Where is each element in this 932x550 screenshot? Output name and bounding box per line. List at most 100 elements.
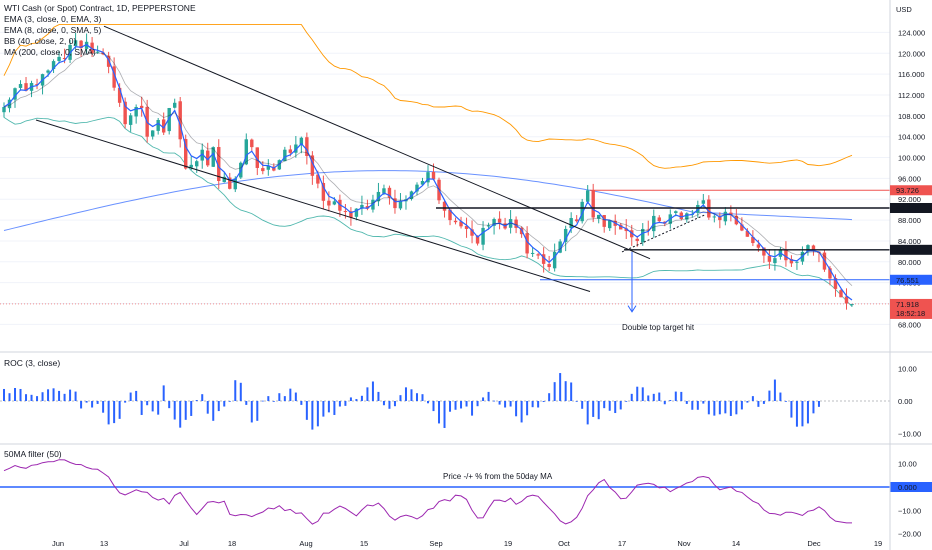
roc-bar — [327, 401, 330, 413]
candle — [79, 40, 83, 49]
candle — [580, 201, 584, 222]
roc-bar — [300, 401, 303, 405]
roc-bar — [239, 382, 242, 401]
candle — [62, 57, 67, 60]
filter-tick: −10.00 — [898, 506, 921, 515]
candle — [288, 149, 293, 153]
filter-tick: −20.00 — [898, 530, 921, 539]
candle — [266, 165, 271, 170]
roc-bar — [751, 396, 754, 401]
candle — [244, 139, 248, 165]
roc-bar — [619, 401, 622, 410]
roc-bar — [234, 380, 237, 401]
roc-bar — [740, 401, 743, 410]
roc-bar — [647, 395, 650, 401]
candle — [552, 251, 557, 269]
price-tag-label: 82.298 — [896, 246, 919, 255]
time-tick: 19 — [874, 539, 882, 548]
roc-bar — [91, 401, 94, 408]
roc-bar — [223, 401, 226, 407]
candle — [123, 101, 127, 125]
roc-tick: 0.00 — [898, 397, 913, 406]
price-tick: 92.000 — [898, 195, 921, 204]
roc-bar — [322, 401, 325, 417]
candle — [839, 290, 843, 298]
candles — [2, 32, 854, 310]
roc-bar — [548, 393, 551, 401]
time-axis: Jun 13 Jul 18 Aug 15 Sep 19 Oct 17 Nov 14 Dec 19 — [52, 539, 882, 548]
roc-bar — [157, 401, 160, 415]
candle — [206, 150, 210, 166]
candle — [382, 188, 386, 194]
roc-bar — [96, 401, 99, 404]
roc-bar — [443, 401, 446, 428]
candle — [112, 66, 116, 88]
time-tick: 18 — [228, 539, 236, 548]
roc-bar — [779, 392, 782, 401]
roc-bar — [377, 391, 380, 401]
roc-bar — [256, 401, 259, 421]
candle — [95, 51, 100, 53]
roc-bar — [696, 401, 699, 410]
roc-bar — [630, 393, 633, 401]
roc-bar — [278, 393, 281, 401]
candle — [172, 102, 177, 108]
time-tick: 14 — [732, 539, 740, 548]
roc-pane[interactable]: 10.00 0.00 −10.00 — [0, 365, 921, 439]
candle — [283, 149, 287, 162]
candle — [178, 101, 182, 140]
candle — [387, 187, 392, 198]
candle — [497, 218, 502, 223]
roc-bar — [641, 387, 644, 401]
roc-bar — [680, 391, 683, 401]
bb-lower — [3, 116, 853, 307]
filter-line — [3, 459, 852, 525]
roc-bar — [63, 393, 66, 401]
roc-bar — [795, 401, 798, 427]
candle — [376, 191, 381, 202]
main-legend: WTI Cash (or Spot) Contract, 1D, PEPPERS… — [4, 3, 196, 58]
price-tick: 68.000 — [898, 320, 921, 329]
candle — [51, 61, 56, 70]
roc-bar — [674, 391, 677, 401]
roc-bar — [498, 401, 501, 405]
bb-upper — [3, 24, 853, 169]
filter-zero-tag — [890, 482, 932, 492]
roc-bar — [735, 401, 738, 415]
main-pane[interactable] — [0, 24, 890, 325]
price-tick: 96.000 — [898, 174, 921, 183]
candle — [310, 155, 315, 176]
roc-bar — [8, 393, 11, 401]
candle — [795, 261, 799, 263]
candle — [453, 220, 458, 223]
ma-filter-annotation: Price -/+ % from the 50day MA — [443, 472, 553, 481]
candle — [712, 216, 717, 218]
candle — [789, 259, 794, 264]
roc-bar — [702, 401, 705, 404]
candle — [525, 233, 529, 254]
roc-bar — [393, 401, 396, 407]
time-tick: Nov — [677, 539, 691, 548]
candle — [751, 236, 755, 244]
candle — [13, 88, 17, 100]
roc-bar — [415, 393, 418, 401]
roc-bar — [570, 382, 573, 401]
candle — [756, 244, 761, 248]
candle — [811, 245, 816, 251]
candle — [481, 227, 485, 245]
candle — [459, 221, 463, 227]
roc-bar — [355, 399, 358, 401]
candle — [745, 230, 750, 237]
candle — [393, 198, 397, 209]
roc-tick: 10.00 — [898, 365, 917, 374]
ema-lines — [3, 43, 853, 301]
roc-bar — [250, 401, 253, 423]
filter-pane[interactable]: 10.00 −10.00 −20.00 0.000 — [0, 459, 932, 539]
candle — [530, 252, 535, 254]
candle — [844, 296, 849, 304]
channel-top — [103, 25, 651, 260]
candle — [46, 70, 50, 73]
roc-bar — [85, 401, 88, 403]
roc-bar — [371, 381, 374, 401]
